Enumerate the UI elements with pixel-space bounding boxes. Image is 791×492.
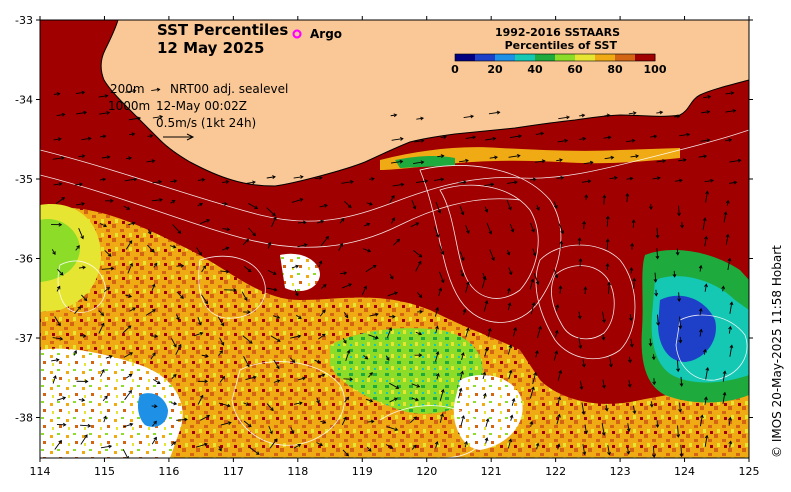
x-tick-label: 122 bbox=[545, 465, 566, 478]
legend-title1: 1992-2016 SSTAARS bbox=[495, 26, 620, 39]
colorbar bbox=[454, 53, 656, 62]
cloud-gap-southwest bbox=[40, 348, 183, 458]
x-tick-label: 125 bbox=[739, 465, 760, 478]
colorbar-swatch bbox=[535, 54, 556, 61]
shelf-band bbox=[380, 147, 680, 170]
argo-label: Argo bbox=[310, 27, 342, 41]
colorbar-swatch bbox=[555, 54, 576, 61]
y-tick-label: -38 bbox=[15, 412, 33, 425]
colorbar-swatch bbox=[515, 54, 536, 61]
map-area bbox=[40, 20, 749, 458]
colorbar-tick-label: 100 bbox=[644, 63, 667, 76]
blue-patch-southwest bbox=[137, 393, 168, 427]
contour-200m-label: 200m bbox=[110, 82, 145, 96]
colorbar-tick-label: 20 bbox=[487, 63, 503, 76]
cloud-gap-central bbox=[280, 253, 320, 292]
x-tick-label: 119 bbox=[352, 465, 373, 478]
credit-text: © IMOS 20-May-2025 11:58 Hobart bbox=[770, 245, 784, 458]
x-tick-label: 120 bbox=[416, 465, 437, 478]
x-tick-label: 118 bbox=[287, 465, 308, 478]
shelf-green-patch bbox=[395, 155, 455, 168]
colorbar-swatch bbox=[575, 54, 596, 61]
x-tick-label: 124 bbox=[674, 465, 695, 478]
y-tick-label: -34 bbox=[15, 94, 33, 107]
colorbar-tick-label: 40 bbox=[527, 63, 543, 76]
cold-eddy-east-core bbox=[658, 295, 716, 362]
colorbar-tick-label: 60 bbox=[567, 63, 583, 76]
x-tick-label: 123 bbox=[610, 465, 631, 478]
y-axis: -33 -34 -35 -36 -37 -38 bbox=[15, 14, 753, 425]
argo-legend-icon bbox=[292, 29, 302, 39]
legend-title2: Percentiles of SST bbox=[505, 39, 618, 52]
colorbar-swatch bbox=[455, 54, 476, 61]
contour-1000m-label: 1000m bbox=[108, 99, 150, 113]
colorbar-ticks: 0 20 40 60 80 100 bbox=[451, 63, 667, 76]
sealevel-label: NRT00 adj. sealevel bbox=[170, 82, 288, 96]
title-line2: 12 May 2025 bbox=[157, 39, 264, 57]
y-tick-label: -36 bbox=[15, 253, 33, 266]
colorbar-swatch bbox=[495, 54, 516, 61]
colorbar-swatch bbox=[635, 54, 656, 61]
x-tick-label: 121 bbox=[481, 465, 502, 478]
y-tick-label: -35 bbox=[15, 173, 33, 186]
sealevel-contours bbox=[40, 129, 749, 458]
scale-label: 0.5m/s (1kt 24h) bbox=[156, 116, 256, 130]
coastal-water-west bbox=[40, 20, 118, 72]
x-tick-label: 117 bbox=[223, 465, 244, 478]
velocity-arrows bbox=[51, 87, 742, 458]
colorbar-swatch bbox=[615, 54, 636, 61]
title-line1: SST Percentiles bbox=[157, 21, 288, 39]
cloud-gap-south bbox=[453, 375, 523, 450]
colorbar-swatch bbox=[595, 54, 616, 61]
x-tick-label: 114 bbox=[30, 465, 51, 478]
time-label: 12-May 00:02Z bbox=[156, 99, 247, 113]
colorbar-tick-label: 80 bbox=[607, 63, 623, 76]
colorbar-swatch bbox=[475, 54, 496, 61]
scale-arrow-icon bbox=[163, 133, 195, 141]
x-axis: 114 115 116 117 118 119 120 121 122 123 124 125 bbox=[30, 16, 760, 478]
x-tick-label: 115 bbox=[94, 465, 115, 478]
y-tick-label: -33 bbox=[15, 14, 33, 27]
green-patch-west bbox=[40, 219, 80, 282]
colorbar-tick-label: 0 bbox=[451, 63, 459, 76]
y-tick-label: -37 bbox=[15, 332, 33, 345]
land-australia bbox=[40, 20, 749, 187]
x-tick-label: 116 bbox=[158, 465, 179, 478]
plot-frame bbox=[39, 19, 750, 459]
